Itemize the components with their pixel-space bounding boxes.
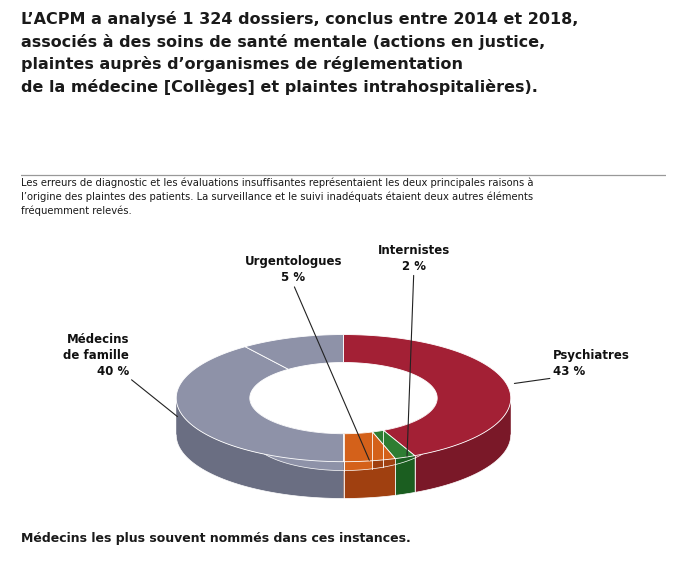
Polygon shape — [344, 334, 511, 455]
Polygon shape — [176, 398, 344, 498]
Polygon shape — [395, 455, 415, 495]
Polygon shape — [383, 398, 437, 467]
Text: Médecins
de famille
40 %: Médecins de famille 40 % — [63, 333, 129, 378]
Polygon shape — [372, 430, 415, 459]
Text: Médecins les plus souvent nommés dans ces instances.: Médecins les plus souvent nommés dans ce… — [21, 532, 410, 545]
Text: Urgentologues
5 %: Urgentologues 5 % — [245, 256, 342, 284]
Polygon shape — [344, 432, 372, 471]
Polygon shape — [250, 398, 344, 471]
Polygon shape — [344, 432, 395, 462]
Text: Internistes
2 %: Internistes 2 % — [378, 244, 450, 272]
Polygon shape — [344, 459, 395, 498]
Polygon shape — [372, 430, 383, 469]
Polygon shape — [245, 334, 344, 369]
Text: Psychiatres
43 %: Psychiatres 43 % — [552, 349, 629, 378]
Polygon shape — [177, 347, 344, 462]
Text: Les erreurs de diagnostic et les évaluations insuffisantes représentaient les de: Les erreurs de diagnostic et les évaluat… — [21, 177, 533, 216]
Polygon shape — [415, 398, 511, 493]
Text: L’ACPM a analysé 1 324 dossiers, conclus entre 2014 et 2018,
associés à des soin: L’ACPM a analysé 1 324 dossiers, conclus… — [21, 11, 578, 95]
